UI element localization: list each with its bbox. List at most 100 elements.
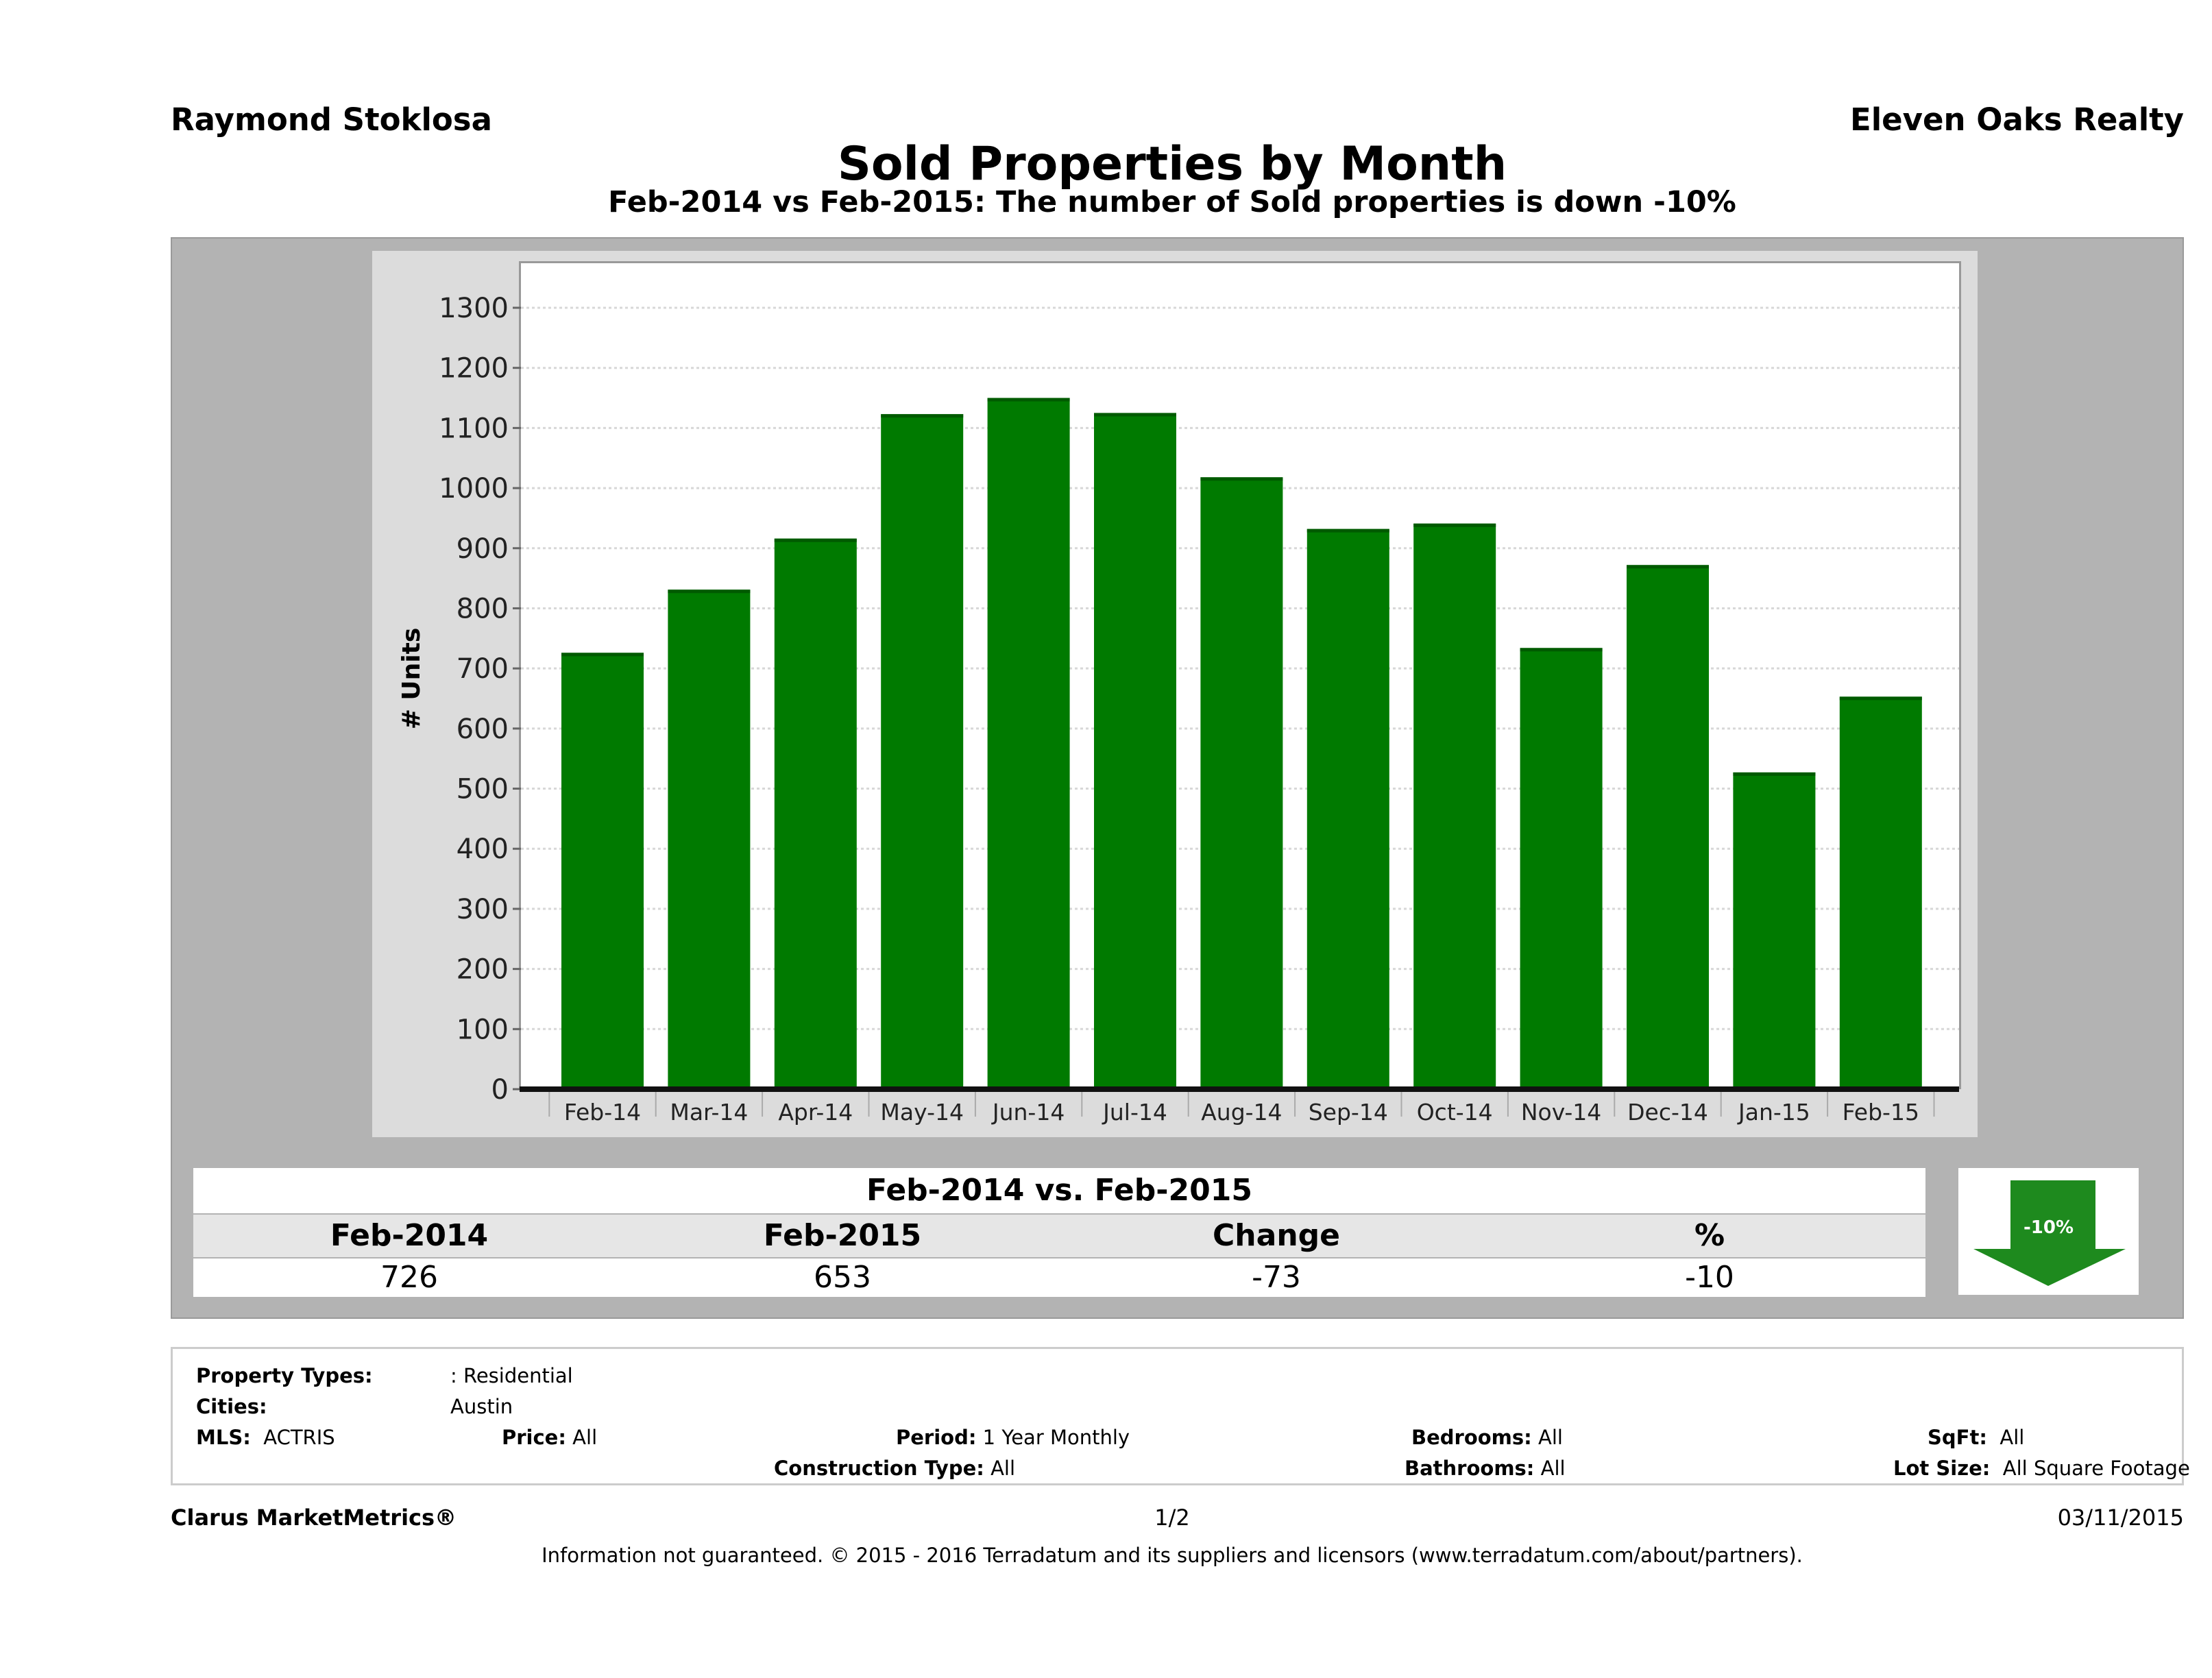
agent-name: Raymond Stoklosa — [171, 101, 492, 138]
y-tick-label: 700 — [457, 653, 509, 685]
value-feb-2015: 653 — [814, 1260, 871, 1295]
header-percent: % — [1694, 1218, 1725, 1253]
construction-label: Construction Type: — [774, 1457, 984, 1480]
brokerage-name: Eleven Oaks Realty — [1849, 101, 2184, 138]
x-tick-label: May-14 — [880, 1099, 964, 1126]
x-tick-label: Jul-14 — [1102, 1099, 1167, 1126]
brand-name: Clarus MarketMetrics® — [171, 1505, 457, 1531]
filter-criteria: Property Types: : Residential Cities: Au… — [171, 1347, 2190, 1485]
sqft-value: All — [2000, 1426, 2025, 1449]
bar-chart: 0 100 200 300 400 500 600 700 800 900 1000 1100 1200… — [398, 293, 1959, 1126]
x-tick-label: Jan-15 — [1737, 1099, 1810, 1126]
mls-label: MLS: — [196, 1426, 251, 1449]
bar-mar-14 — [668, 589, 751, 1089]
bar-apr-14 — [774, 538, 857, 1089]
report-subtitle: Feb-2014 vs Feb-2015: The number of Sold… — [608, 185, 1736, 219]
bar-top-edge — [668, 589, 751, 594]
x-tick-label: Dec-14 — [1627, 1099, 1708, 1126]
summary-table: Feb-2014 vs. Feb-2015 Feb-2014 Feb-2015 … — [193, 1168, 1925, 1299]
period-label: Period: — [896, 1426, 977, 1449]
bar-feb-14 — [561, 653, 644, 1089]
y-tick-label: 1200 — [439, 353, 509, 385]
bar-sep-14 — [1306, 528, 1389, 1089]
y-tick-label: 400 — [457, 834, 509, 865]
y-axis-label: # Units — [398, 628, 426, 730]
lot-size-value: All Square Footage — [2002, 1457, 2190, 1480]
bedrooms-value: All — [1538, 1426, 1563, 1449]
y-tick-label: 1000 — [439, 473, 509, 504]
cities-value: Austin — [450, 1395, 513, 1418]
cities-label: Cities: — [196, 1395, 267, 1418]
bar-top-edge — [881, 414, 964, 418]
construction-value: All — [990, 1457, 1016, 1480]
bar-jan-15 — [1733, 772, 1816, 1089]
period-value: 1 Year Monthly — [982, 1426, 1130, 1449]
report-title: Sold Properties by Month — [837, 137, 1507, 191]
summary-title-row: Feb-2014 vs. Feb-2015 — [193, 1168, 1925, 1213]
bathrooms-value: All — [1540, 1457, 1566, 1480]
page-number: 1/2 — [1154, 1505, 1190, 1531]
bar-jun-14 — [987, 398, 1070, 1089]
bar-top-edge — [561, 653, 644, 657]
lot-size-label: Lot Size: — [1893, 1457, 1991, 1480]
bathrooms-label: Bathrooms: — [1405, 1457, 1535, 1480]
bar-top-edge — [1733, 772, 1816, 776]
bar-top-edge — [1520, 648, 1603, 652]
y-tick-label: 800 — [457, 593, 509, 624]
x-tick-label: Apr-14 — [778, 1099, 853, 1126]
bar-may-14 — [881, 414, 964, 1089]
x-tick-label: Aug-14 — [1201, 1099, 1282, 1126]
bar-top-edge — [987, 398, 1070, 402]
y-tick-label: 100 — [457, 1014, 509, 1045]
bar-oct-14 — [1413, 523, 1496, 1089]
bedrooms-label: Bedrooms: — [1411, 1426, 1532, 1449]
header-feb-2014: Feb-2014 — [330, 1218, 489, 1253]
header-change: Change — [1213, 1218, 1340, 1253]
y-tick-label: 0 — [491, 1074, 509, 1106]
property-types-value: : Residential — [450, 1364, 573, 1387]
price-label: Price: — [502, 1426, 566, 1449]
x-tick-label: Sep-14 — [1309, 1099, 1388, 1126]
disclaimer: Information not guaranteed. © 2015 - 201… — [542, 1544, 1803, 1567]
bar-top-edge — [1627, 565, 1709, 569]
y-tick-label: 1100 — [439, 413, 509, 444]
y-tick-label: 1300 — [439, 293, 509, 324]
y-tick-label: 900 — [457, 533, 509, 565]
change-badge-label: -10% — [2023, 1217, 2074, 1238]
x-tick-label: Feb-15 — [1843, 1099, 1919, 1126]
property-types-label: Property Types: — [196, 1364, 373, 1387]
value-percent: -10 — [1685, 1260, 1734, 1295]
y-tick-label: 500 — [457, 774, 509, 805]
report-date: 03/11/2015 — [2057, 1505, 2184, 1531]
mls-value: ACTRIS — [263, 1426, 335, 1449]
y-tick-label: 300 — [457, 894, 509, 925]
value-change: -73 — [1252, 1260, 1301, 1295]
bar-top-edge — [1306, 528, 1389, 533]
bar-nov-14 — [1520, 648, 1603, 1089]
bar-dec-14 — [1627, 565, 1709, 1089]
header-feb-2015: Feb-2015 — [763, 1218, 922, 1253]
bar-jul-14 — [1094, 413, 1176, 1089]
x-tick-label: Feb-14 — [564, 1099, 641, 1126]
summary-value-row: 726 653 -73 -10 — [193, 1258, 1925, 1297]
x-tick-label: Mar-14 — [670, 1099, 748, 1126]
bar-top-edge — [1413, 523, 1496, 527]
x-tick-label: Nov-14 — [1521, 1099, 1601, 1126]
bar-aug-14 — [1200, 477, 1283, 1089]
down-arrow-icon — [1973, 1180, 2126, 1286]
x-tick-label: Jun-14 — [991, 1099, 1065, 1126]
change-badge: -10% — [1958, 1168, 2139, 1295]
y-tick-label: 200 — [457, 954, 509, 986]
summary-header-row: Feb-2014 Feb-2015 Change % — [193, 1215, 1925, 1257]
bar-top-edge — [774, 538, 857, 542]
bar-top-edge — [1200, 477, 1283, 481]
sqft-label: SqFt: — [1928, 1426, 1987, 1449]
value-feb-2014: 726 — [380, 1260, 438, 1295]
bar-feb-15 — [1839, 696, 1922, 1089]
y-tick-label: 600 — [457, 714, 509, 745]
summary-title: Feb-2014 vs. Feb-2015 — [866, 1173, 1252, 1208]
bar-top-edge — [1839, 696, 1922, 701]
x-tick-label: Oct-14 — [1417, 1099, 1493, 1126]
price-value: All — [572, 1426, 598, 1449]
